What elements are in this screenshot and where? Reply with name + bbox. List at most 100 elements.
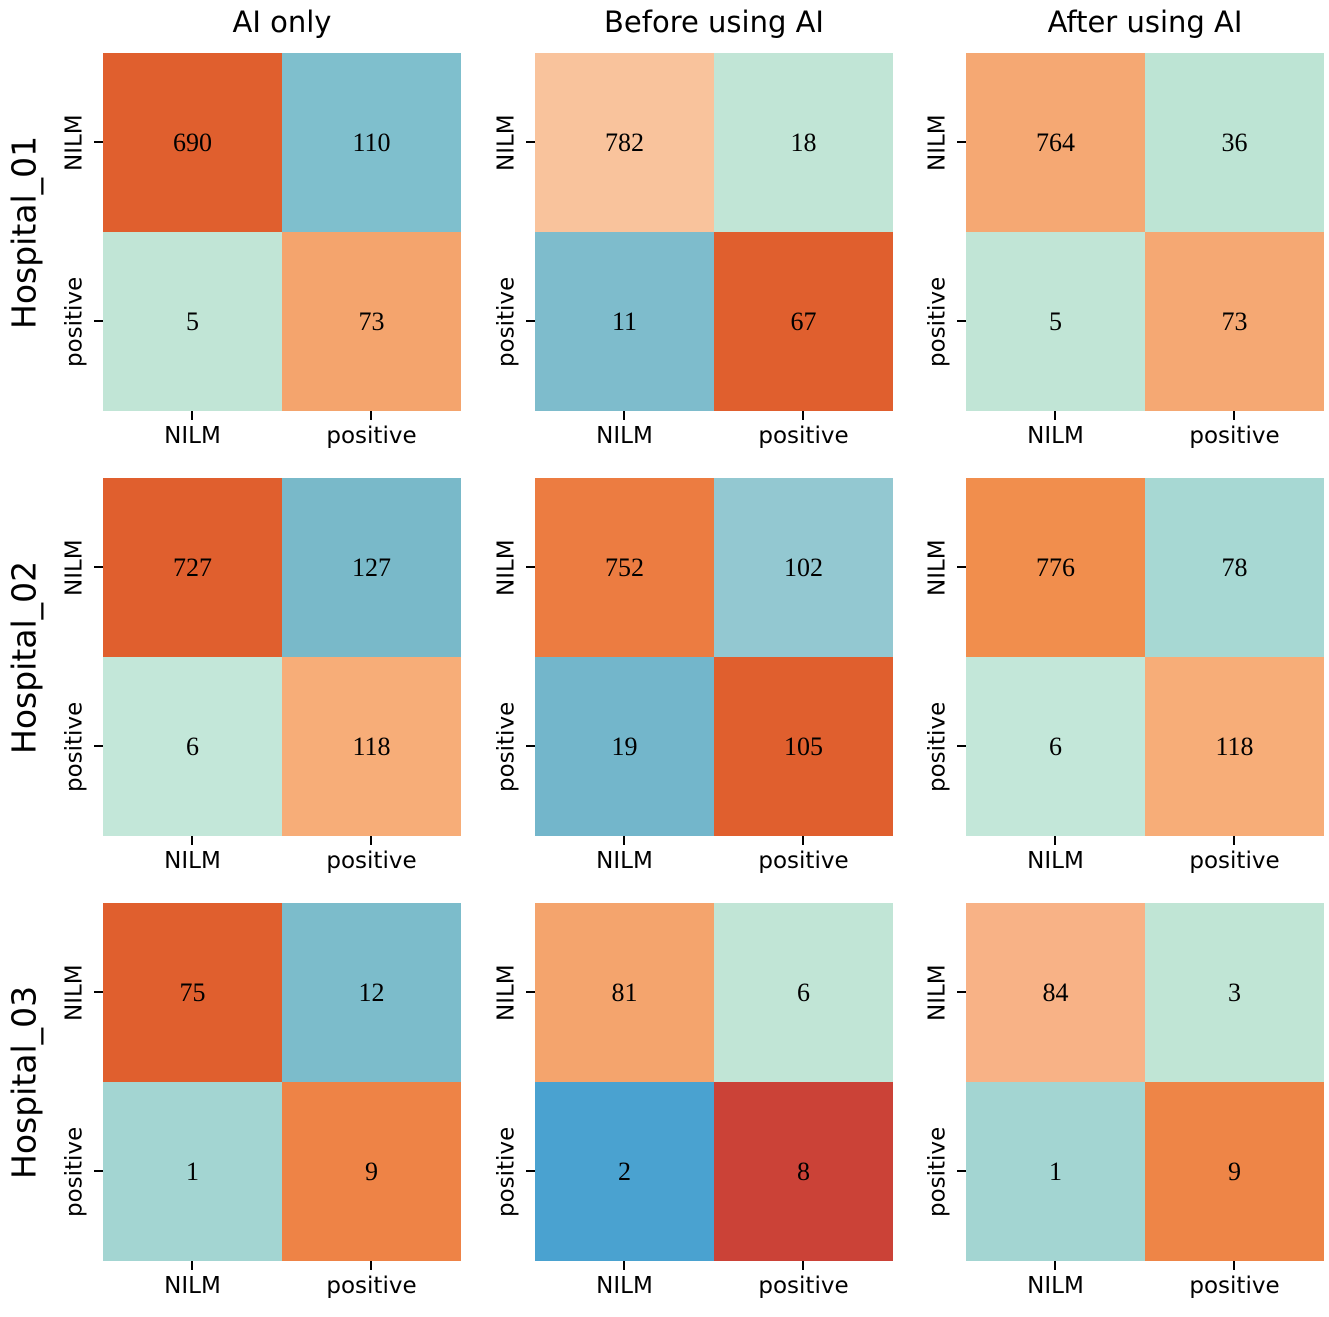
- y-tick-mark: [94, 566, 103, 568]
- y-tick-label: positive: [924, 701, 951, 792]
- y-tick-mark: [957, 566, 966, 568]
- heatmap-cell: 102: [714, 478, 893, 657]
- y-tick-mark: [957, 1170, 966, 1172]
- x-tick-label: positive: [758, 423, 849, 449]
- x-tick-mark: [191, 1261, 193, 1270]
- heatmap-cell: 11: [535, 232, 714, 411]
- x-tick-mark: [1233, 836, 1235, 845]
- heatmap-cell: 18: [714, 53, 893, 232]
- y-tick-mark: [526, 320, 535, 322]
- x-tick-label: positive: [326, 423, 417, 449]
- y-tick-label: positive: [924, 1126, 951, 1217]
- heatmap-cell: 36: [1145, 53, 1324, 232]
- y-tick-mark: [957, 991, 966, 993]
- heatmap-cell: 67: [714, 232, 893, 411]
- y-tick-label: NILM: [924, 964, 951, 1021]
- heatmap-matrix: 776 78 6 118: [966, 478, 1324, 836]
- y-tick-label: positive: [61, 701, 88, 792]
- row-label: Hospital_01: [4, 135, 44, 329]
- x-tick-label: positive: [326, 848, 417, 874]
- heatmap-cell: 75: [103, 903, 282, 1082]
- y-tick-label: NILM: [61, 539, 88, 596]
- heatmap-cell: 105: [714, 657, 893, 836]
- y-tick-mark: [526, 745, 535, 747]
- x-tick-label: positive: [758, 1273, 849, 1299]
- y-tick-mark: [94, 141, 103, 143]
- x-tick-mark: [802, 411, 804, 420]
- heatmap-cell: 727: [103, 478, 282, 657]
- heatmap-cell: 84: [966, 903, 1145, 1082]
- y-tick-label: NILM: [61, 114, 88, 171]
- x-tick-label: NILM: [164, 423, 221, 449]
- x-tick-label: NILM: [1027, 423, 1084, 449]
- heatmap-cell: 78: [1145, 478, 1324, 657]
- heatmap-cell: 9: [1145, 1082, 1324, 1261]
- x-tick-label: NILM: [596, 848, 653, 874]
- heatmap-cell: 690: [103, 53, 282, 232]
- heatmap-matrix: 690 110 5 73: [103, 53, 461, 411]
- y-tick-mark: [94, 991, 103, 993]
- y-tick-mark: [94, 1170, 103, 1172]
- x-tick-mark: [370, 1261, 372, 1270]
- panel-hospital01-before-ai: Before using AI NILM positive 782 18 11 …: [494, 5, 893, 449]
- heatmap-cell: 776: [966, 478, 1145, 657]
- y-tick-label: positive: [493, 276, 520, 367]
- heatmap-cell: 118: [282, 657, 461, 836]
- x-tick-mark: [370, 836, 372, 845]
- y-tick-label: positive: [493, 1126, 520, 1217]
- heatmap-cell: 73: [1145, 232, 1324, 411]
- y-tick-mark: [957, 320, 966, 322]
- y-tick-label: positive: [924, 276, 951, 367]
- panel-hospital02-ai-only: Hospital_02 NILM positive 727 127 6 118 …: [5, 478, 461, 874]
- y-tick-mark: [957, 745, 966, 747]
- heatmap-cell: 110: [282, 53, 461, 232]
- y-tick-mark: [94, 320, 103, 322]
- panel-hospital02-before-ai: NILM positive 752 102 19 105 NILM positi…: [494, 478, 893, 874]
- x-tick-label: NILM: [596, 423, 653, 449]
- x-tick-mark: [623, 1261, 625, 1270]
- heatmap-cell: 3: [1145, 903, 1324, 1082]
- heatmap-cell: 764: [966, 53, 1145, 232]
- x-tick-mark: [802, 1261, 804, 1270]
- y-tick-mark: [526, 566, 535, 568]
- heatmap-cell: 6: [966, 657, 1145, 836]
- column-title: Before using AI: [604, 5, 824, 39]
- heatmap-cell: 6: [103, 657, 282, 836]
- heatmap-cell: 5: [103, 232, 282, 411]
- x-tick-mark: [802, 836, 804, 845]
- heatmap-matrix: 727 127 6 118: [103, 478, 461, 836]
- row-label: Hospital_03: [4, 985, 44, 1179]
- heatmap-cell: 8: [714, 1082, 893, 1261]
- heatmap-cell: 81: [535, 903, 714, 1082]
- y-tick-mark: [526, 141, 535, 143]
- heatmap-cell: 6: [714, 903, 893, 1082]
- x-tick-mark: [370, 411, 372, 420]
- x-tick-label: NILM: [1027, 848, 1084, 874]
- heatmap-cell: 19: [535, 657, 714, 836]
- y-tick-label: NILM: [924, 114, 951, 171]
- heatmap-cell: 5: [966, 232, 1145, 411]
- x-tick-mark: [1233, 1261, 1235, 1270]
- y-tick-label: positive: [493, 701, 520, 792]
- y-tick-mark: [526, 1170, 535, 1172]
- y-tick-label: positive: [61, 1126, 88, 1217]
- x-tick-mark: [623, 411, 625, 420]
- column-title: AI only: [232, 5, 332, 39]
- heatmap-matrix: 81 6 2 8: [535, 903, 893, 1261]
- x-tick-label: positive: [326, 1273, 417, 1299]
- heatmap-cell: 12: [282, 903, 461, 1082]
- heatmap-cell: 1: [966, 1082, 1145, 1261]
- heatmap-cell: 73: [282, 232, 461, 411]
- heatmap-matrix: 84 3 1 9: [966, 903, 1324, 1261]
- x-tick-mark: [1054, 411, 1056, 420]
- column-title: After using AI: [1047, 5, 1243, 39]
- panel-hospital03-before-ai: NILM positive 81 6 2 8 NILM positive: [494, 903, 893, 1299]
- x-tick-label: NILM: [164, 1273, 221, 1299]
- y-tick-label: NILM: [493, 114, 520, 171]
- y-tick-mark: [526, 991, 535, 993]
- heatmap-matrix: 764 36 5 73: [966, 53, 1324, 411]
- x-tick-label: NILM: [1027, 1273, 1084, 1299]
- x-tick-label: positive: [1189, 1273, 1280, 1299]
- heatmap-cell: 752: [535, 478, 714, 657]
- heatmap-matrix: 752 102 19 105: [535, 478, 893, 836]
